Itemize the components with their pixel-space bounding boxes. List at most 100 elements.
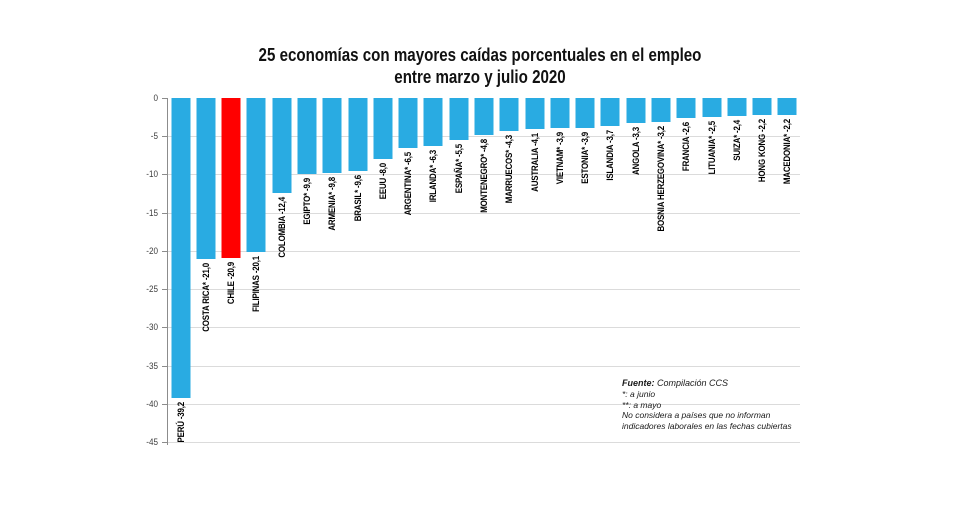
bar: [272, 98, 292, 193]
bar-column: MONTENEGRO* -4,8: [471, 98, 496, 442]
bar-column: ESPAÑA* -5,5: [446, 98, 471, 442]
y-axis-tick: [162, 136, 168, 137]
y-axis-tick: [162, 404, 168, 405]
bar-column: FILIPINAS -20,1: [244, 98, 269, 442]
bar: [449, 98, 469, 140]
bar-column: MACEDONIA* -2,2: [775, 98, 800, 442]
bar-label: BOSNIA HERZEGOVINA* -3,2: [655, 126, 666, 232]
bar: [221, 98, 241, 258]
y-axis-tick-label: -45: [146, 437, 158, 447]
y-axis-line: [167, 98, 168, 446]
bar-column: VIETNAM* -3,9: [547, 98, 572, 442]
bar-label: EGIPTO* -9,9: [302, 178, 313, 225]
y-axis-tick-label: 0: [153, 93, 158, 103]
gridline: [168, 174, 800, 175]
bar: [196, 98, 216, 259]
bar-column: SUIZA* -2,4: [724, 98, 749, 442]
bar-column: BOSNIA HERZEGOVINA* -3,2: [648, 98, 673, 442]
gridline: [168, 404, 800, 405]
bar-column: ARMENIA* -9,8: [320, 98, 345, 442]
bar-column: ISLANDIA -3,7: [598, 98, 623, 442]
bar: [651, 98, 671, 122]
bar: [525, 98, 545, 129]
y-axis-tick-label: -20: [146, 246, 158, 256]
bar: [348, 98, 368, 171]
gridline: [168, 327, 800, 328]
bar-label: ESTONIA* -3,9: [580, 132, 591, 184]
y-axis-tick-label: -15: [146, 208, 158, 218]
bar-label: MACEDONIA* -2,2: [782, 119, 793, 185]
y-axis-tick-label: -10: [146, 169, 158, 179]
bar-label: ISLANDIA -3,7: [605, 130, 616, 181]
bar-column: HONG KONG -2,2: [749, 98, 774, 442]
bar-column: ESTONIA* -3,9: [573, 98, 598, 442]
bar: [171, 98, 191, 398]
y-axis-tick: [162, 98, 168, 99]
bar-column: ANGOLA -3,3: [623, 98, 648, 442]
bar-label: FILIPINAS -20,1: [251, 256, 262, 312]
bar-label: IRLANDA* -6,3: [428, 150, 439, 203]
bar-label: HONG KONG -2,2: [757, 119, 768, 183]
gridline: [168, 289, 800, 290]
bar-column: PERÚ -39,2: [168, 98, 193, 443]
footnote-source-text: Compilación CCS: [657, 378, 729, 388]
chart-title-line1: 25 economías con mayores caídas porcentu…: [258, 45, 702, 65]
bar-column: ARGENTINA* -6,5: [396, 98, 421, 442]
y-axis-tick-label: -25: [146, 284, 158, 294]
footnote-notes: *: a junio **: a mayo No considera a paíse…: [622, 389, 812, 431]
bar: [423, 98, 443, 146]
y-axis-tick: [162, 289, 168, 290]
bar-label: ARGENTINA* -6,5: [403, 152, 414, 216]
bar-label: LITUANIA* -2,5: [706, 121, 717, 175]
bar: [297, 98, 317, 174]
y-axis-tick-label: -35: [146, 361, 158, 371]
bar-label: ANGOLA -3,3: [630, 127, 641, 175]
y-axis-tick: [162, 251, 168, 252]
chart-title-line2: entre marzo y julio 2020: [394, 67, 566, 87]
bar: [373, 98, 393, 159]
bar: [550, 98, 570, 128]
bar-column: FRANCIA -2,6: [674, 98, 699, 442]
gridline: [168, 366, 800, 367]
bar: [702, 98, 722, 117]
bar: [246, 98, 266, 252]
bar-label: SUIZA* -2,4: [731, 120, 742, 161]
bar-column: MARRUECOS* -4,3: [497, 98, 522, 442]
y-axis-tick: [162, 174, 168, 175]
y-axis-tick: [162, 366, 168, 367]
bar-label: COSTA RICA* -21,0: [200, 263, 211, 332]
bar: [499, 98, 519, 131]
bar-label: CHILE -20,9: [226, 262, 237, 305]
y-axis-tick: [162, 442, 168, 443]
bar-column: EGIPTO* -9,9: [294, 98, 319, 442]
bar: [575, 98, 595, 128]
y-axis-tick: [162, 213, 168, 214]
footnote-note: No considera a países que no informan: [622, 410, 771, 420]
gridline: [168, 136, 800, 137]
bar-label: MONTENEGRO* -4,8: [479, 139, 490, 213]
bar-label: ARMENIA* -9,8: [327, 177, 338, 231]
plot-area: 0 -5 -10 -15 -20 -25 -30 -35 -40 -45 PERÚ -39,2 CO…: [146, 93, 800, 447]
footnote-source: Fuente: Compilación CCS: [622, 377, 812, 389]
bar: [474, 98, 494, 135]
bar-label: BRASIL* -9,6: [352, 175, 363, 222]
bar: [676, 98, 696, 118]
bar-label: AUSTRALIA -4,1: [529, 133, 540, 192]
bar-column: BRASIL* -9,6: [345, 98, 370, 442]
bar-label: PERÚ -39,2: [175, 402, 186, 443]
footnote-note: indicadores laborales en las fechas cubi…: [622, 420, 792, 431]
footnote-note: **: a mayo: [622, 399, 662, 410]
y-axis-tick-label: -40: [146, 399, 158, 409]
bar-label: ESPAÑA* -5,5: [453, 144, 464, 194]
bar-label: COLOMBIA -12,4: [276, 197, 287, 258]
chart-title: 25 economías con mayores caídas porcentu…: [77, 44, 883, 88]
footnote: Fuente: Compilación CCS *: a junio **: a …: [622, 377, 812, 431]
footnote-source-label: Fuente:: [622, 378, 655, 388]
footnote-note: *: a junio: [622, 389, 656, 399]
bar: [777, 98, 797, 115]
bar-label: VIETNAM* -3,9: [554, 132, 565, 185]
bar-label: EEUU -8,0: [377, 163, 388, 200]
bar: [322, 98, 342, 173]
bar: [752, 98, 772, 115]
